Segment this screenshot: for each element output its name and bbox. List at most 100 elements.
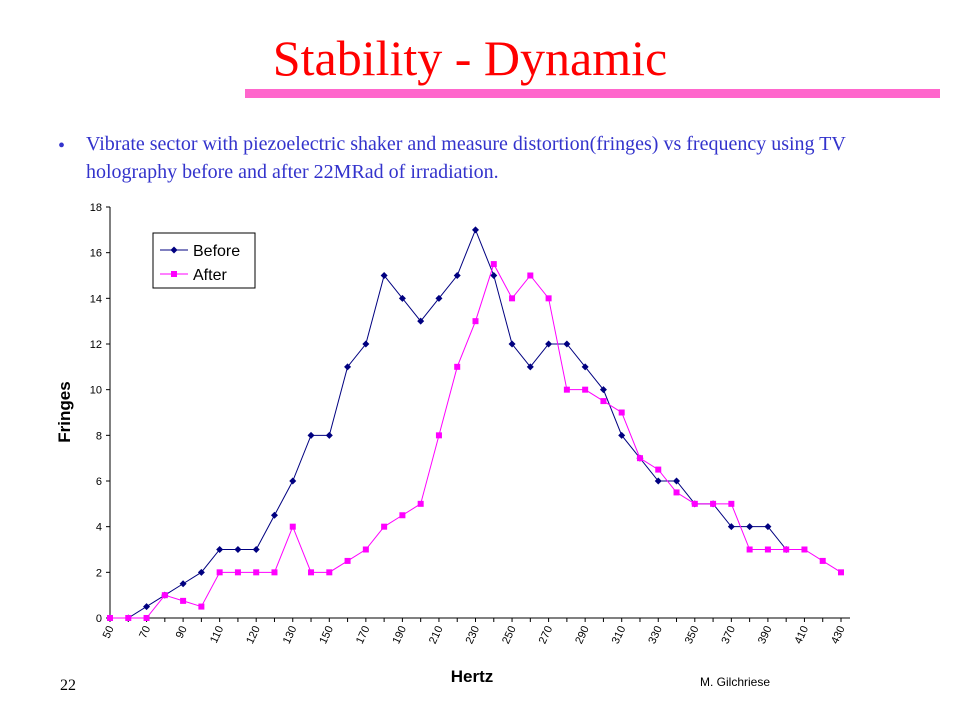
point (435, 432, 442, 439)
point (582, 386, 589, 393)
y-tick-label: 8 (96, 430, 102, 442)
x-tick-label: 50 (101, 624, 117, 640)
point (180, 597, 187, 604)
point (344, 363, 352, 371)
legend-marker (170, 246, 178, 254)
point (289, 477, 297, 485)
point (234, 569, 241, 576)
title-underline (245, 89, 940, 98)
point (380, 272, 388, 279)
point (417, 317, 425, 325)
point (472, 226, 479, 234)
point (107, 615, 113, 621)
point (545, 340, 553, 348)
point (234, 546, 242, 553)
point (179, 580, 187, 588)
point (838, 569, 844, 576)
point (526, 363, 534, 371)
y-tick-label: 4 (96, 522, 102, 534)
point (325, 431, 333, 439)
point (618, 431, 626, 439)
point (563, 340, 571, 348)
point (125, 615, 132, 621)
legend-marker (171, 271, 177, 277)
point (198, 603, 205, 610)
point (270, 511, 278, 519)
page-number: 22 (60, 677, 76, 694)
bullet-box: Vibrate sector with piezoelectric shaker… (86, 133, 846, 183)
point (727, 523, 735, 531)
point (490, 272, 498, 279)
author: M. Gilchriese (700, 675, 770, 689)
point (527, 272, 534, 279)
point (581, 363, 589, 371)
legend-label: Before (193, 243, 240, 260)
point (783, 546, 790, 553)
y-tick-label: 16 (90, 248, 102, 260)
point (143, 615, 150, 621)
point (344, 557, 351, 564)
point (362, 546, 369, 553)
point (454, 363, 461, 370)
y-tick-label: 14 (90, 293, 102, 305)
point (197, 568, 205, 576)
point (399, 512, 406, 519)
bullet-mark: • (58, 135, 65, 157)
slide-title: Stability - Dynamic (273, 30, 667, 86)
point (308, 569, 315, 576)
point (710, 500, 717, 507)
point (673, 489, 680, 496)
y-tick-label: 10 (90, 385, 102, 397)
y-axis-label: Fringes (55, 381, 74, 442)
x-tick-label: 90 (174, 624, 190, 640)
point (490, 261, 497, 268)
point (216, 546, 224, 553)
y-tick-label: 18 (90, 202, 102, 214)
y-tick-label: 0 (96, 613, 102, 625)
point (655, 466, 662, 473)
point (563, 386, 570, 393)
point (728, 500, 735, 507)
point (417, 500, 424, 507)
y-tick-label: 2 (96, 567, 102, 579)
point (326, 569, 333, 576)
point (801, 546, 808, 553)
point (435, 294, 443, 302)
point (673, 477, 681, 485)
x-tick-label: 70 (137, 624, 153, 640)
legend-box (152, 232, 256, 289)
point (636, 455, 643, 462)
point (307, 431, 315, 439)
point (508, 340, 516, 348)
point (746, 523, 754, 531)
point (472, 318, 479, 325)
point (252, 546, 260, 553)
point (599, 386, 607, 394)
point (271, 569, 278, 576)
point (691, 500, 698, 507)
point (618, 409, 625, 416)
point (509, 295, 516, 302)
point (545, 295, 552, 302)
point (746, 546, 753, 553)
point (216, 569, 223, 576)
legend-label: After (193, 267, 227, 284)
point (453, 272, 461, 279)
point (362, 340, 370, 348)
y-tick-label: 12 (90, 339, 102, 351)
point (764, 523, 772, 531)
point (161, 592, 168, 599)
y-tick-label: 6 (96, 476, 102, 488)
point (289, 523, 296, 530)
point (143, 603, 151, 611)
point (398, 294, 406, 302)
point (381, 523, 388, 530)
bullet-text: Vibrate sector with piezoelectric shaker… (86, 133, 846, 183)
point (253, 569, 260, 576)
point (764, 546, 771, 553)
point (819, 557, 826, 564)
point (654, 477, 662, 485)
